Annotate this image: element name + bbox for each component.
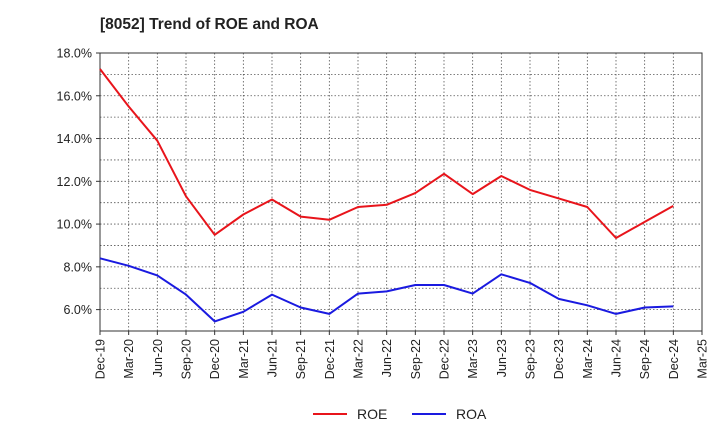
legend-swatch-roa [412, 413, 446, 415]
x-tick-label: Sep-21 [294, 339, 308, 379]
x-tick-label: Jun-23 [495, 339, 509, 377]
series-line-roa [99, 257, 674, 323]
x-tick-label: Sep-20 [180, 339, 194, 379]
x-tick-label: Mar-20 [122, 339, 136, 379]
x-tick-label: Mar-23 [466, 339, 480, 379]
x-tick-label: Jun-22 [380, 339, 394, 377]
x-tick-label: Sep-22 [409, 339, 423, 379]
y-tick-label: 16.0% [57, 89, 92, 103]
x-tick-label: Mar-24 [581, 339, 595, 379]
y-tick-label: 8.0% [64, 260, 93, 274]
y-tick-label: 12.0% [57, 175, 92, 189]
legend-swatch-roe [313, 413, 347, 415]
legend-label-roa: ROA [456, 406, 487, 422]
x-tick-label: Dec-24 [667, 339, 681, 379]
series-lines [99, 68, 674, 323]
x-tick-label: Sep-23 [524, 339, 538, 379]
x-tick-label: Jun-20 [151, 339, 165, 377]
x-tick-label: Dec-21 [323, 339, 337, 379]
x-tick-label: Dec-20 [208, 339, 222, 379]
x-tick-label: Dec-22 [438, 339, 452, 379]
x-tick-label: Jun-24 [610, 339, 624, 377]
legend: ROE ROA [0, 402, 720, 426]
x-tick-label: Dec-23 [552, 339, 566, 379]
grid-lines [100, 53, 702, 331]
y-tick-label: 14.0% [57, 132, 92, 146]
x-tick-label: Sep-24 [638, 339, 652, 379]
chart-title: [8052] Trend of ROE and ROA [100, 16, 319, 33]
axes [96, 52, 703, 335]
series-line-roe [99, 68, 674, 239]
x-tick-label: Mar-22 [352, 339, 366, 379]
x-tick-label: Mar-21 [237, 339, 251, 379]
legend-item-roa: ROA [412, 402, 486, 426]
y-tick-label: 6.0% [64, 303, 93, 317]
legend-label-roe: ROE [357, 406, 388, 422]
y-tick-label: 10.0% [57, 218, 92, 232]
x-tick-label: Jun-21 [266, 339, 280, 377]
legend-item-roe: ROE [313, 402, 387, 426]
y-tick-label: 18.0% [57, 47, 92, 61]
x-tick-label: Mar-25 [696, 339, 710, 379]
tick-labels: 6.0% 8.0% 10.0% 12.0% 14.0% 16.0% 18.0% Dec-19 M… [57, 47, 710, 380]
x-tick-label: Dec-19 [94, 339, 108, 379]
plot-frame [99, 52, 703, 332]
